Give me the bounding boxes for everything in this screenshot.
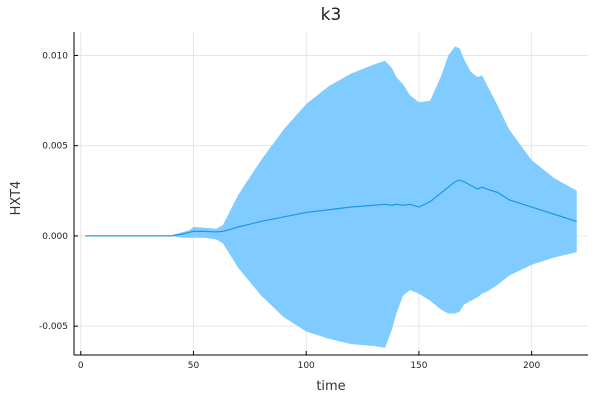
line-layer <box>85 179 577 237</box>
chart-title: k3 <box>321 5 342 25</box>
band-layer <box>85 46 577 348</box>
x-tick-label: 200 <box>523 361 540 371</box>
x-tick-label: 0 <box>78 361 84 371</box>
x-axis-label: time <box>316 379 345 394</box>
confidence-band-0 <box>85 46 577 348</box>
y-tick-label: 0.010 <box>42 51 68 61</box>
tick-layer: 0 50 100 150 200 -0.005 0.000 0.005 0.010 <box>39 51 541 371</box>
axis-layer <box>73 32 588 356</box>
x-tick-label: 50 <box>188 361 200 371</box>
y-axis-label: HXT4 <box>9 181 24 216</box>
y-tick-label: -0.005 <box>39 322 68 332</box>
x-tick-label: 150 <box>410 361 427 371</box>
y-tick-label: 0.005 <box>42 142 68 152</box>
series-line-0 <box>85 179 577 237</box>
x-tick-label: 100 <box>298 361 315 371</box>
y-tick-label: 0.000 <box>42 232 68 242</box>
